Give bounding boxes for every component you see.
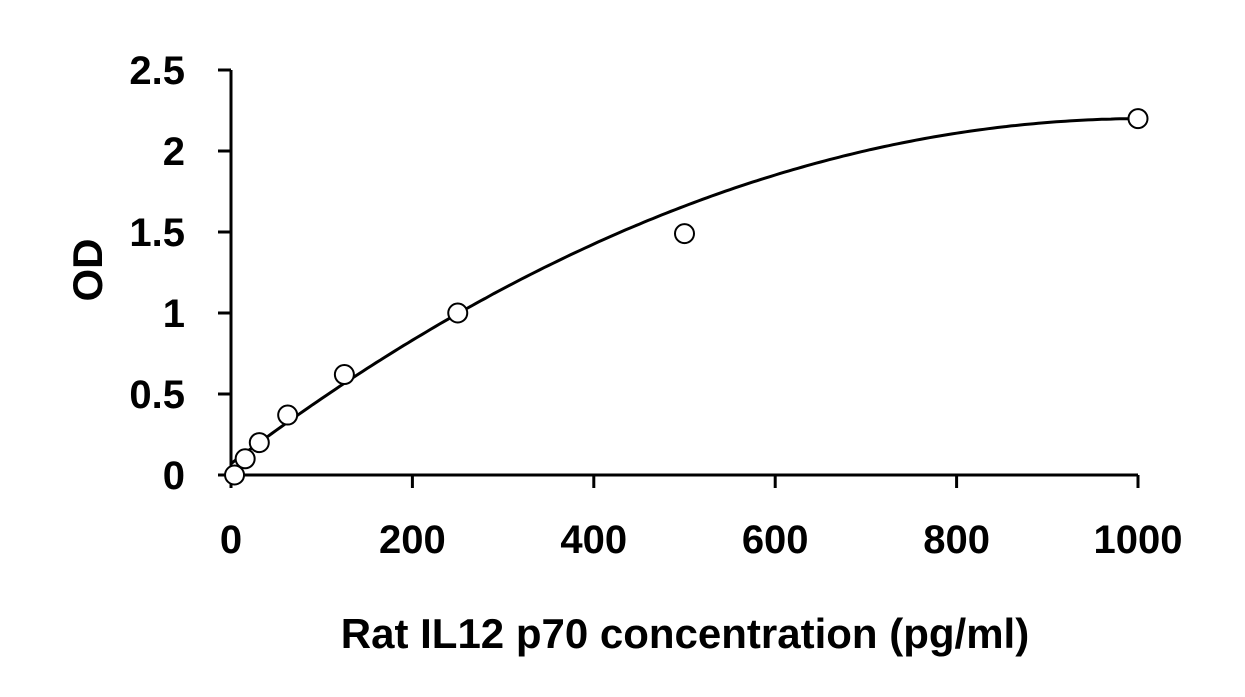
x-tick-label: 200 bbox=[379, 518, 446, 562]
plot-area: 0 0.5 1 1.5 2 2.5 0 200 400 600 800 1000 bbox=[129, 49, 1182, 562]
data-point bbox=[234, 448, 256, 470]
y-tick-label: 1.5 bbox=[129, 211, 185, 255]
data-point bbox=[277, 404, 299, 426]
data-point bbox=[1127, 108, 1149, 130]
data-point bbox=[224, 464, 246, 486]
x-tick-label: 800 bbox=[923, 518, 990, 562]
data-point bbox=[248, 432, 270, 454]
y-tick-label: 0 bbox=[163, 454, 185, 498]
fit-curve bbox=[230, 117, 1138, 465]
y-tick-label: 2.5 bbox=[129, 49, 185, 93]
data-point bbox=[447, 302, 469, 324]
data-point bbox=[333, 364, 355, 386]
y-tick-label: 0.5 bbox=[129, 373, 185, 417]
x-ticks: 0 200 400 600 800 1000 bbox=[220, 475, 1183, 562]
y-tick-label: 1 bbox=[163, 292, 185, 336]
x-tick-label: 400 bbox=[560, 518, 627, 562]
y-axis-title: OD bbox=[64, 239, 111, 302]
x-axis-title: Rat IL12 p70 concentration (pg/ml) bbox=[341, 610, 1029, 657]
y-ticks: 0 0.5 1 1.5 2 2.5 bbox=[129, 49, 231, 498]
x-tick-label: 0 bbox=[220, 518, 242, 562]
x-tick-label: 600 bbox=[742, 518, 809, 562]
data-markers bbox=[224, 108, 1149, 486]
x-tick-label: 1000 bbox=[1094, 518, 1183, 562]
data-point bbox=[674, 223, 695, 245]
y-tick-label: 2 bbox=[163, 130, 185, 174]
